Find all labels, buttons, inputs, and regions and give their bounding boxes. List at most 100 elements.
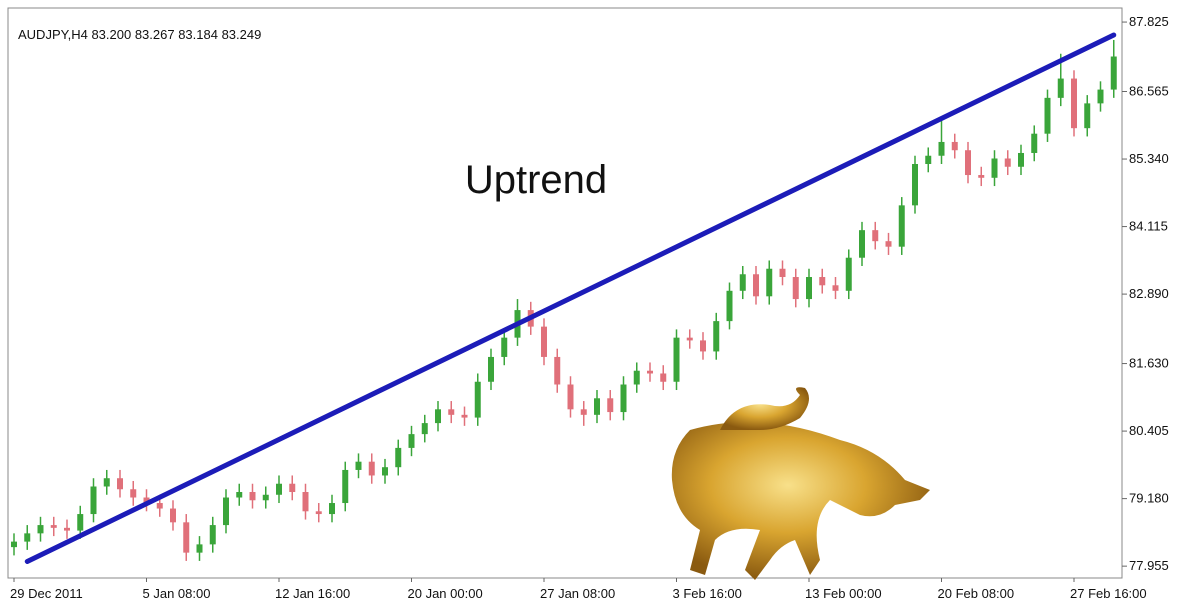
candle-body: [1071, 79, 1077, 129]
candle-body: [581, 409, 587, 415]
candle-body: [740, 274, 746, 291]
candle-body: [766, 269, 772, 297]
candle-body: [316, 511, 322, 514]
x-tick-label: 20 Feb 08:00: [938, 586, 1015, 601]
candle-body: [488, 357, 494, 382]
chart-header: AUDJPY,H4 83.200 83.267 83.184 83.249: [18, 27, 261, 42]
candle-body: [38, 525, 44, 533]
candle-body: [1031, 134, 1037, 153]
candle-body: [568, 385, 574, 410]
annotation: Uptrend: [465, 158, 607, 202]
candle-body: [607, 398, 613, 412]
candle-body: [819, 277, 825, 285]
candle-body: [660, 373, 666, 381]
candle-body: [77, 514, 83, 531]
candle-body: [713, 321, 719, 351]
x-tick-label: 29 Dec 2011: [10, 586, 83, 601]
y-tick-label: 85.340: [1129, 151, 1169, 166]
x-tick-label: 12 Jan 16:00: [275, 586, 350, 601]
candle-body: [899, 205, 905, 246]
candle-body: [289, 484, 295, 492]
candle-body: [382, 467, 388, 475]
y-tick-label: 77.955: [1129, 558, 1169, 573]
candle-body: [1005, 158, 1011, 166]
candle-body: [369, 462, 375, 476]
candle-body: [183, 522, 189, 552]
candle-body: [1084, 103, 1090, 128]
candle-body: [992, 158, 998, 177]
candle-body: [1018, 153, 1024, 167]
x-tick-label: 5 Jan 08:00: [143, 586, 211, 601]
candle-body: [872, 230, 878, 241]
candle-body: [594, 398, 600, 415]
candle-body: [939, 142, 945, 156]
candle-body: [912, 164, 918, 205]
candle-body: [554, 357, 560, 385]
candle-body: [1045, 98, 1051, 134]
candle-body: [117, 478, 123, 489]
candle-body: [303, 492, 309, 511]
candle-body: [342, 470, 348, 503]
candle-body: [64, 528, 70, 531]
candle-body: [1098, 90, 1104, 104]
candle-body: [833, 285, 839, 291]
x-tick-label: 3 Feb 16:00: [673, 586, 742, 601]
candle-body: [501, 338, 507, 357]
candle-body: [24, 533, 30, 541]
candle-body: [11, 542, 17, 548]
candle-body: [223, 498, 229, 526]
candle-body: [170, 509, 176, 523]
candle-body: [846, 258, 852, 291]
y-tick-label: 79.180: [1129, 491, 1169, 506]
x-tick-label: 27 Jan 08:00: [540, 586, 615, 601]
candle-body: [978, 175, 984, 178]
candle-body: [1058, 79, 1064, 98]
candle-body: [91, 486, 97, 514]
candle-body: [51, 525, 57, 528]
candle-body: [395, 448, 401, 467]
candle-body: [700, 340, 706, 351]
candle-body: [104, 478, 110, 486]
candle-body: [647, 371, 653, 374]
y-tick-label: 86.565: [1129, 84, 1169, 99]
candle-body: [356, 462, 362, 470]
candle-body: [925, 156, 931, 164]
x-tick-label: 13 Feb 00:00: [805, 586, 882, 601]
candle-body: [475, 382, 481, 418]
candle-body: [886, 241, 892, 247]
y-tick-label: 87.825: [1129, 14, 1169, 29]
candle-body: [409, 434, 415, 448]
y-tick-label: 84.115: [1129, 219, 1168, 234]
candle-body: [210, 525, 216, 544]
candle-body: [236, 492, 242, 498]
x-tick-label: 20 Jan 00:00: [408, 586, 483, 601]
y-tick-label: 82.890: [1129, 286, 1169, 301]
candle-body: [130, 489, 136, 497]
x-tick-label: 27 Feb 16:00: [1070, 586, 1147, 601]
candle-body: [263, 495, 269, 501]
candle-body: [448, 409, 454, 415]
candle-body: [541, 327, 547, 357]
candle-body: [965, 150, 971, 175]
candle-body: [157, 503, 163, 509]
candle-body: [621, 385, 627, 413]
candle-body: [952, 142, 958, 150]
candle-body: [329, 503, 335, 514]
candle-body: [250, 492, 256, 500]
candle-body: [197, 544, 203, 552]
candle-body: [1111, 57, 1117, 90]
y-tick-label: 80.405: [1129, 423, 1169, 438]
candle-body: [276, 484, 282, 495]
candle-body: [422, 423, 428, 434]
candle-body: [859, 230, 865, 258]
candle-body: [727, 291, 733, 321]
candle-body: [793, 277, 799, 299]
y-tick-label: 81.630: [1129, 356, 1169, 371]
chart: AUDJPY,H4 83.200 83.267 83.184 83.249 Up…: [0, 0, 1198, 604]
candle-body: [634, 371, 640, 385]
candle-body: [674, 338, 680, 382]
candle-body: [780, 269, 786, 277]
candle-body: [687, 338, 693, 341]
candle-body: [462, 415, 468, 418]
candle-body: [435, 409, 441, 423]
